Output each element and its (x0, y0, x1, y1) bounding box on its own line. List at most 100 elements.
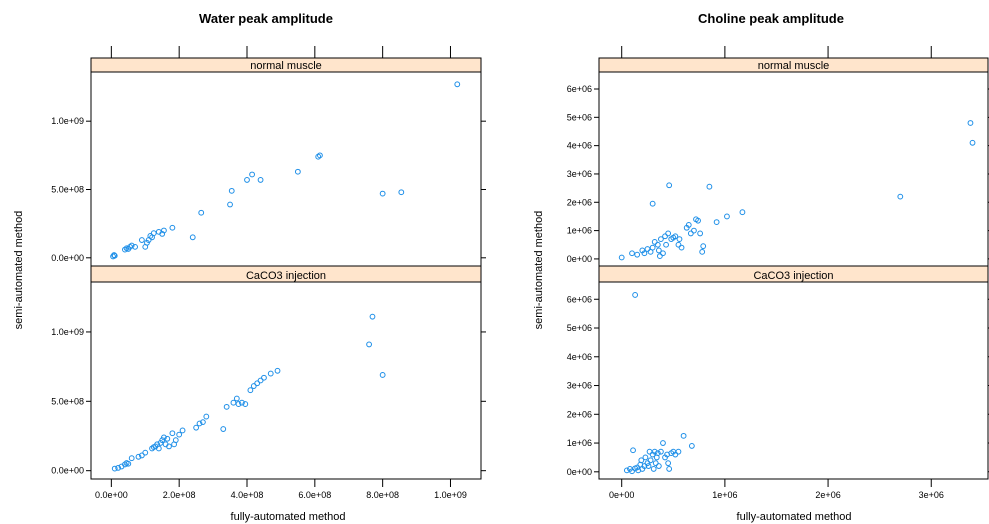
data-point (663, 241, 669, 248)
data-point (675, 448, 682, 455)
data-point (294, 168, 301, 175)
data-point (228, 187, 235, 194)
data-point (244, 177, 250, 183)
x-tick-label: 3e+06 (919, 490, 944, 500)
data-point (398, 189, 405, 196)
data-point (656, 253, 663, 259)
data-point (672, 451, 679, 458)
data-point (317, 152, 323, 159)
data-point (254, 380, 261, 387)
data-point (641, 250, 648, 257)
y-tick-label: 2e+06 (567, 197, 592, 207)
y-tick-label: 0e+00 (567, 467, 592, 477)
x-tick-label: 2e+06 (815, 490, 840, 500)
data-point (169, 224, 176, 231)
data-point (315, 153, 322, 160)
panel-frame (598, 281, 989, 480)
data-point (629, 250, 635, 257)
y-tick-label: 5e+06 (567, 112, 592, 122)
y-tick-label: 2e+06 (567, 409, 592, 419)
data-point (632, 292, 639, 298)
data-point (257, 377, 264, 384)
data-point (638, 457, 645, 464)
data-point (155, 445, 162, 452)
data-point (274, 367, 281, 374)
x-tick-label: 0e+00 (609, 490, 634, 500)
y-tick-label: 3e+06 (567, 169, 592, 179)
data-point (239, 399, 245, 406)
data-point (111, 252, 117, 258)
data-point (651, 448, 658, 455)
data-point (687, 230, 694, 237)
y-axis-label: semi-automated method (13, 211, 25, 330)
data-point (651, 239, 658, 245)
data-point (634, 251, 641, 258)
data-point (179, 427, 186, 434)
y-tick-label: 0.0e+00 (51, 253, 84, 263)
data-point (652, 460, 659, 467)
data-point (699, 248, 706, 255)
data-point (666, 182, 673, 189)
data-point (700, 243, 707, 250)
data-point (691, 227, 697, 234)
y-tick-label: 6e+06 (567, 294, 592, 304)
data-point (369, 313, 376, 320)
y-axis-label: semi-automated method (533, 211, 545, 330)
data-point (646, 448, 653, 455)
data-point (122, 246, 128, 253)
data-point (647, 457, 654, 464)
data-point (189, 234, 196, 241)
panel-strip-label: CaCO3 injection (753, 270, 833, 282)
data-point (967, 120, 974, 126)
x-tick-label: 6.0e+08 (298, 490, 331, 500)
y-tick-label: 1e+06 (567, 438, 592, 448)
panel-strip-label: normal muscle (250, 60, 322, 72)
data-point (697, 230, 704, 237)
data-point (242, 401, 249, 407)
data-point (642, 454, 649, 461)
data-point (618, 254, 625, 261)
y-tick-label: 1.0e+09 (51, 116, 84, 126)
data-point (147, 233, 154, 239)
data-point (142, 449, 149, 456)
data-point (680, 432, 687, 439)
data-point (132, 243, 138, 250)
data-point (665, 230, 672, 237)
data-point (650, 466, 657, 472)
data-point (161, 227, 167, 234)
x-tick-label: 1e+06 (712, 490, 737, 500)
panel-frame (598, 71, 989, 267)
data-point (379, 190, 386, 197)
data-point (655, 463, 662, 469)
x-tick-label: 4.0e+08 (231, 490, 264, 500)
data-point (172, 437, 179, 444)
data-point (366, 341, 372, 348)
data-point (645, 463, 652, 469)
data-point (220, 426, 227, 432)
x-tick-label: 8.0e+08 (366, 490, 399, 500)
x-axis-label: fully-automated method (737, 511, 852, 523)
y-tick-label: 5.0e+08 (51, 184, 84, 194)
x-tick-label: 1.0e+09 (434, 490, 467, 500)
panel-frame (90, 281, 482, 480)
data-point (379, 372, 386, 378)
y-tick-label: 0e+00 (567, 254, 592, 264)
data-point (724, 213, 730, 220)
y-tick-label: 4e+06 (567, 352, 592, 362)
data-point (193, 424, 200, 431)
data-point (662, 233, 668, 240)
data-point (135, 453, 142, 460)
data-point (454, 81, 461, 88)
data-point (713, 219, 720, 226)
panel-strip-label: CaCO3 injection (246, 270, 326, 282)
data-point (125, 460, 132, 467)
data-point (122, 461, 128, 468)
data-point (706, 183, 713, 190)
data-point (644, 246, 651, 252)
data-point (250, 383, 257, 389)
data-point (630, 447, 636, 454)
data-point (128, 242, 135, 249)
data-point (654, 450, 661, 457)
data-point (658, 448, 664, 455)
data-point (660, 440, 666, 446)
